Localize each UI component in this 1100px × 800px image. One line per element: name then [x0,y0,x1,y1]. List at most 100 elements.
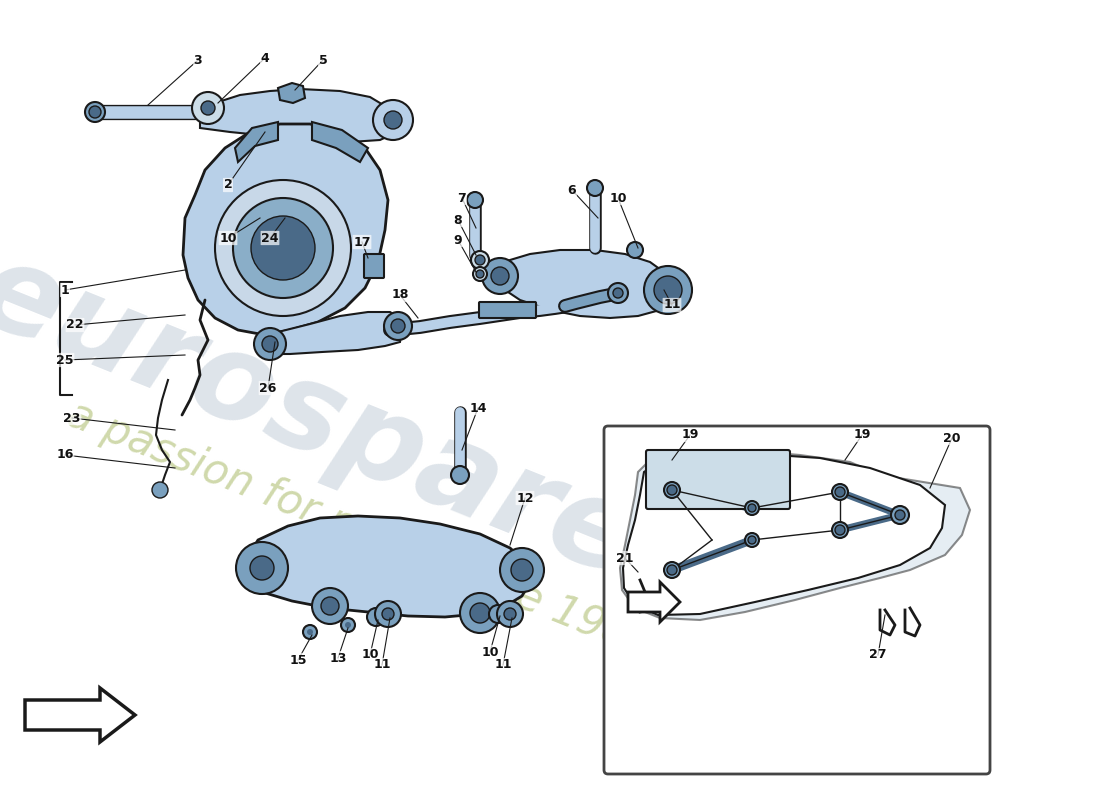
Circle shape [451,466,469,484]
Circle shape [832,484,848,500]
Polygon shape [245,516,530,617]
Circle shape [236,542,288,594]
Text: 10: 10 [482,646,498,658]
Circle shape [201,101,214,115]
FancyBboxPatch shape [604,426,990,774]
Circle shape [250,556,274,580]
Text: 1: 1 [60,283,69,297]
Circle shape [152,482,168,498]
Circle shape [891,506,909,524]
Circle shape [471,251,490,269]
Circle shape [307,629,314,635]
Circle shape [664,562,680,578]
Circle shape [321,597,339,615]
Circle shape [512,559,534,581]
Circle shape [664,482,680,498]
Circle shape [644,266,692,314]
Polygon shape [498,250,675,318]
Polygon shape [25,688,135,742]
Circle shape [500,548,544,592]
Circle shape [367,608,385,626]
Text: 16: 16 [56,449,74,462]
Circle shape [667,565,676,575]
Text: 9: 9 [453,234,462,246]
Text: 2: 2 [223,178,232,191]
Text: 7: 7 [458,191,466,205]
Circle shape [262,336,278,352]
Polygon shape [200,89,400,142]
Polygon shape [628,582,680,622]
Text: 25: 25 [56,354,74,366]
Text: 19: 19 [681,429,698,442]
Circle shape [470,603,490,623]
Polygon shape [235,122,278,162]
Circle shape [613,288,623,298]
Polygon shape [312,122,368,162]
Circle shape [490,605,507,623]
Text: 26: 26 [260,382,277,394]
Text: 15: 15 [289,654,307,666]
Circle shape [654,276,682,304]
Circle shape [302,625,317,639]
Circle shape [345,622,351,628]
Circle shape [233,198,333,298]
Text: 23: 23 [64,411,80,425]
Circle shape [895,510,905,520]
Text: 10: 10 [609,191,627,205]
FancyBboxPatch shape [646,450,790,509]
Text: 10: 10 [219,231,236,245]
Circle shape [390,319,405,333]
Circle shape [504,608,516,620]
Circle shape [627,242,644,258]
Circle shape [373,100,412,140]
Circle shape [375,601,402,627]
Polygon shape [620,450,970,620]
Circle shape [468,192,483,208]
Text: 14: 14 [470,402,486,414]
Circle shape [341,618,355,632]
Circle shape [835,487,845,497]
Circle shape [748,504,756,512]
Text: 18: 18 [392,289,409,302]
Circle shape [745,533,759,547]
Circle shape [251,216,315,280]
Text: 4: 4 [261,51,270,65]
Polygon shape [623,454,945,615]
Text: 11: 11 [663,298,681,311]
Polygon shape [258,312,402,354]
Text: eurospares: eurospares [0,231,720,629]
Circle shape [254,328,286,360]
Circle shape [482,258,518,294]
Text: a passion for parts since 1985: a passion for parts since 1985 [60,393,659,667]
Circle shape [497,601,522,627]
Text: 8: 8 [453,214,462,226]
FancyBboxPatch shape [478,302,536,318]
Text: 3: 3 [194,54,202,66]
Text: 11: 11 [494,658,512,671]
Circle shape [587,180,603,196]
Text: 12: 12 [516,491,534,505]
Circle shape [384,111,402,129]
Text: 24: 24 [262,231,278,245]
Circle shape [491,267,509,285]
Text: 5: 5 [319,54,328,66]
Circle shape [382,608,394,620]
Text: 10: 10 [361,649,378,662]
Circle shape [473,267,487,281]
Circle shape [214,180,351,316]
Circle shape [835,525,845,535]
Text: 11: 11 [373,658,390,671]
Circle shape [384,312,412,340]
Text: 27: 27 [869,649,887,662]
Circle shape [608,283,628,303]
Polygon shape [278,83,305,103]
Text: 21: 21 [616,551,634,565]
Text: 20: 20 [944,431,960,445]
Text: 6: 6 [568,183,576,197]
Text: 17: 17 [353,235,371,249]
Circle shape [192,92,224,124]
Circle shape [748,536,756,544]
Circle shape [745,501,759,515]
Circle shape [667,485,676,495]
Text: 22: 22 [66,318,84,331]
